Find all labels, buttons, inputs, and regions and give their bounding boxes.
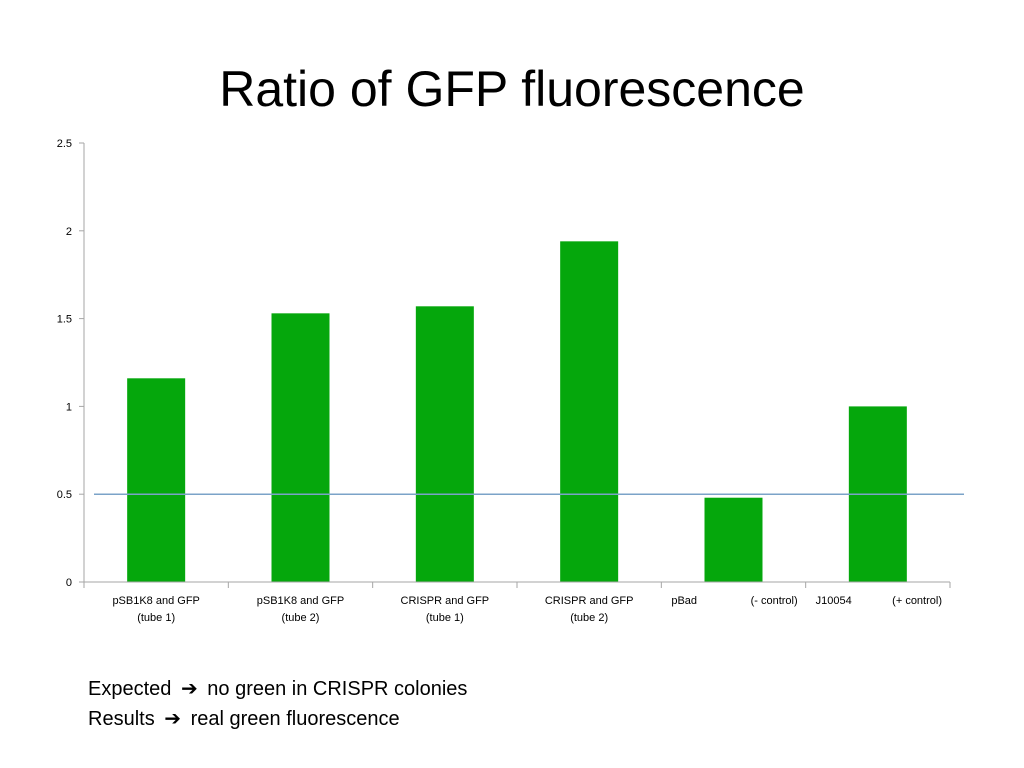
x-tick-label: CRISPR and GFP bbox=[545, 595, 634, 607]
note-results-text: real green fluorescence bbox=[190, 708, 400, 730]
arrow-right-icon: ➔ bbox=[164, 708, 182, 730]
x-tick-label: (tube 1) bbox=[426, 612, 464, 624]
x-tick-label: (tube 2) bbox=[282, 612, 320, 624]
note-expected: Expected ➔ no green in CRISPR colonies bbox=[88, 674, 467, 704]
y-tick-label: 0 bbox=[66, 577, 72, 589]
x-tick-label: (tube 2) bbox=[570, 612, 608, 624]
note-expected-label: Expected bbox=[88, 678, 172, 700]
y-tick-label: 1.5 bbox=[57, 314, 72, 326]
y-tick-label: 2 bbox=[66, 226, 72, 238]
bar bbox=[271, 313, 330, 582]
note-results: Results ➔ real green fluorescence bbox=[88, 704, 467, 734]
bar bbox=[415, 306, 474, 582]
x-tick-label: pBad bbox=[671, 595, 697, 607]
arrow-right-icon: ➔ bbox=[180, 678, 198, 700]
bar bbox=[127, 378, 186, 582]
x-tick-label: (- control) bbox=[751, 595, 798, 607]
x-tick-label: pSB1K8 and GFP bbox=[257, 595, 344, 607]
notes: Expected ➔ no green in CRISPR colonies R… bbox=[88, 674, 467, 734]
slide-title: Ratio of GFP fluorescence bbox=[219, 61, 805, 117]
x-tick-label: (+ control) bbox=[892, 595, 942, 607]
bar-chart: 0 0.5 1 1.5 2 2.5 pSB1K8 and GFP (tube 1) pSB1K8… bbox=[57, 138, 964, 624]
bar bbox=[704, 497, 763, 582]
x-tick-label: J10054 bbox=[816, 595, 852, 607]
note-results-label: Results bbox=[88, 708, 155, 730]
y-tick-label: 2.5 bbox=[57, 138, 72, 150]
x-tick-label: CRISPR and GFP bbox=[401, 595, 490, 607]
x-tick-label: pSB1K8 and GFP bbox=[112, 595, 199, 607]
bar bbox=[560, 241, 619, 582]
note-expected-text: no green in CRISPR colonies bbox=[207, 678, 468, 700]
x-tick-label: (tube 1) bbox=[137, 612, 175, 624]
y-tick-label: 0.5 bbox=[57, 489, 72, 501]
y-tick-label: 1 bbox=[66, 401, 72, 413]
